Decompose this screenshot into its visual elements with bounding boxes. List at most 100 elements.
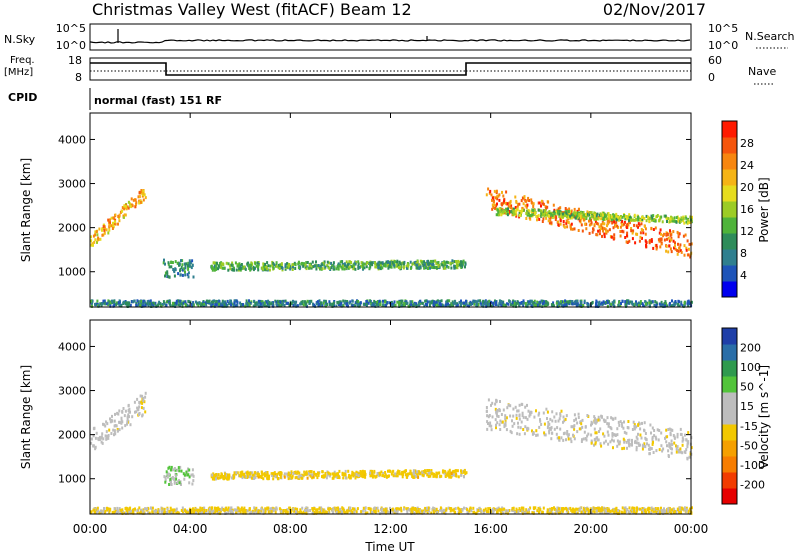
scatter-cell [450, 507, 453, 511]
power-colorbar-label: Power [dB] [757, 177, 771, 242]
scatter-cell [579, 216, 582, 219]
scatter-cell [328, 300, 331, 304]
scatter-cell [157, 510, 159, 514]
scatter-cell [626, 234, 628, 237]
scatter-cell [564, 299, 567, 303]
scatter-cell [645, 241, 648, 245]
scatter-cell [409, 266, 412, 270]
scatter-cell [283, 475, 286, 479]
scatter-cell [128, 510, 131, 514]
scatter-cell [373, 469, 376, 473]
scatter-cell [529, 299, 532, 303]
scatter-cell [496, 194, 499, 198]
scatter-cell [510, 204, 513, 208]
scatter-cell [295, 304, 298, 308]
scatter-cell [355, 473, 358, 476]
scatter-cell [142, 191, 145, 195]
scatter-cell [518, 212, 521, 216]
scatter-cell [582, 211, 585, 214]
scatter-cell [361, 263, 364, 267]
scatter-cell [599, 442, 602, 446]
scatter-cell [119, 510, 122, 514]
scatter-cell [483, 302, 486, 306]
scatter-cell [193, 508, 196, 512]
scatter-cell [379, 472, 382, 476]
scatter-cell [533, 299, 536, 303]
scatter-cell [495, 303, 497, 307]
scatter-cell [397, 266, 400, 270]
scatter-cell [233, 267, 235, 271]
scatter-cell [687, 511, 690, 515]
scatter-cell [454, 265, 457, 268]
scatter-cell [506, 406, 509, 410]
scatter-cell [162, 261, 165, 265]
scatter-cell [210, 508, 213, 512]
scatter-cell [173, 480, 176, 484]
scatter-cell [285, 509, 287, 512]
scatter-cell [662, 511, 665, 515]
scatter-cell [634, 439, 637, 443]
scatter-cell [227, 302, 230, 305]
scatter-cell [671, 219, 674, 223]
scatter-cell [525, 212, 528, 215]
scatter-cell [171, 301, 174, 305]
scatter-cell [201, 303, 204, 307]
scatter-cell [665, 249, 668, 253]
scatter-cell [259, 475, 262, 479]
scatter-cell [348, 301, 351, 305]
scatter-cell [535, 302, 538, 306]
scatter-cell [550, 303, 553, 307]
scatter-cell [612, 439, 615, 443]
scatter-cell [330, 266, 333, 270]
scatter-cell [128, 301, 131, 305]
scatter-cell [525, 508, 528, 512]
scatter-cell [335, 304, 338, 308]
scatter-cell [641, 421, 643, 425]
scatter-cell [509, 206, 512, 210]
scatter-cell [573, 427, 576, 431]
scatter-cell [438, 304, 441, 308]
scatter-cell [179, 273, 182, 277]
scatter-cell [217, 476, 220, 480]
scatter-cell [113, 507, 116, 511]
scatter-cell [617, 304, 620, 308]
scatter-cell [369, 507, 372, 511]
scatter-cell [525, 199, 528, 203]
scatter-cell [293, 509, 296, 513]
scatter-cell [650, 238, 653, 242]
scatter-cell [362, 475, 365, 479]
scatter-cell [455, 474, 458, 478]
scatter-cell [673, 435, 676, 439]
scatter-cell [248, 267, 251, 270]
scatter-cell [577, 214, 580, 218]
scatter-cell [327, 511, 330, 515]
scatter-cell [453, 260, 456, 264]
scatter-cell [628, 239, 631, 243]
scatter-cell [685, 246, 688, 250]
scatter-cell [538, 425, 541, 429]
scatter-cell [349, 265, 352, 269]
scatter-cell [605, 217, 608, 221]
scatter-cell [135, 302, 138, 306]
scatter-cell [270, 302, 273, 306]
scatter-cell [528, 214, 531, 218]
scatter-cell [191, 468, 194, 472]
scatter-cell [673, 508, 676, 512]
scatter-cell [670, 428, 673, 432]
scatter-cell [491, 401, 494, 405]
scatter-cell [667, 449, 670, 453]
scatter-cell [638, 239, 641, 243]
scatter-cell [246, 301, 249, 305]
scatter-cell [464, 261, 467, 265]
scatter-cell [382, 472, 385, 475]
scatter-cell [614, 434, 617, 437]
scatter-cell [540, 209, 543, 213]
scatter-cell [212, 476, 215, 480]
scatter-cell [576, 421, 579, 425]
scatter-cell [618, 440, 621, 444]
scatter-cell [274, 299, 277, 303]
scatter-cell [112, 216, 115, 220]
scatter-cell [687, 218, 690, 222]
scatter-cell [149, 299, 152, 303]
scatter-cell [437, 471, 440, 475]
